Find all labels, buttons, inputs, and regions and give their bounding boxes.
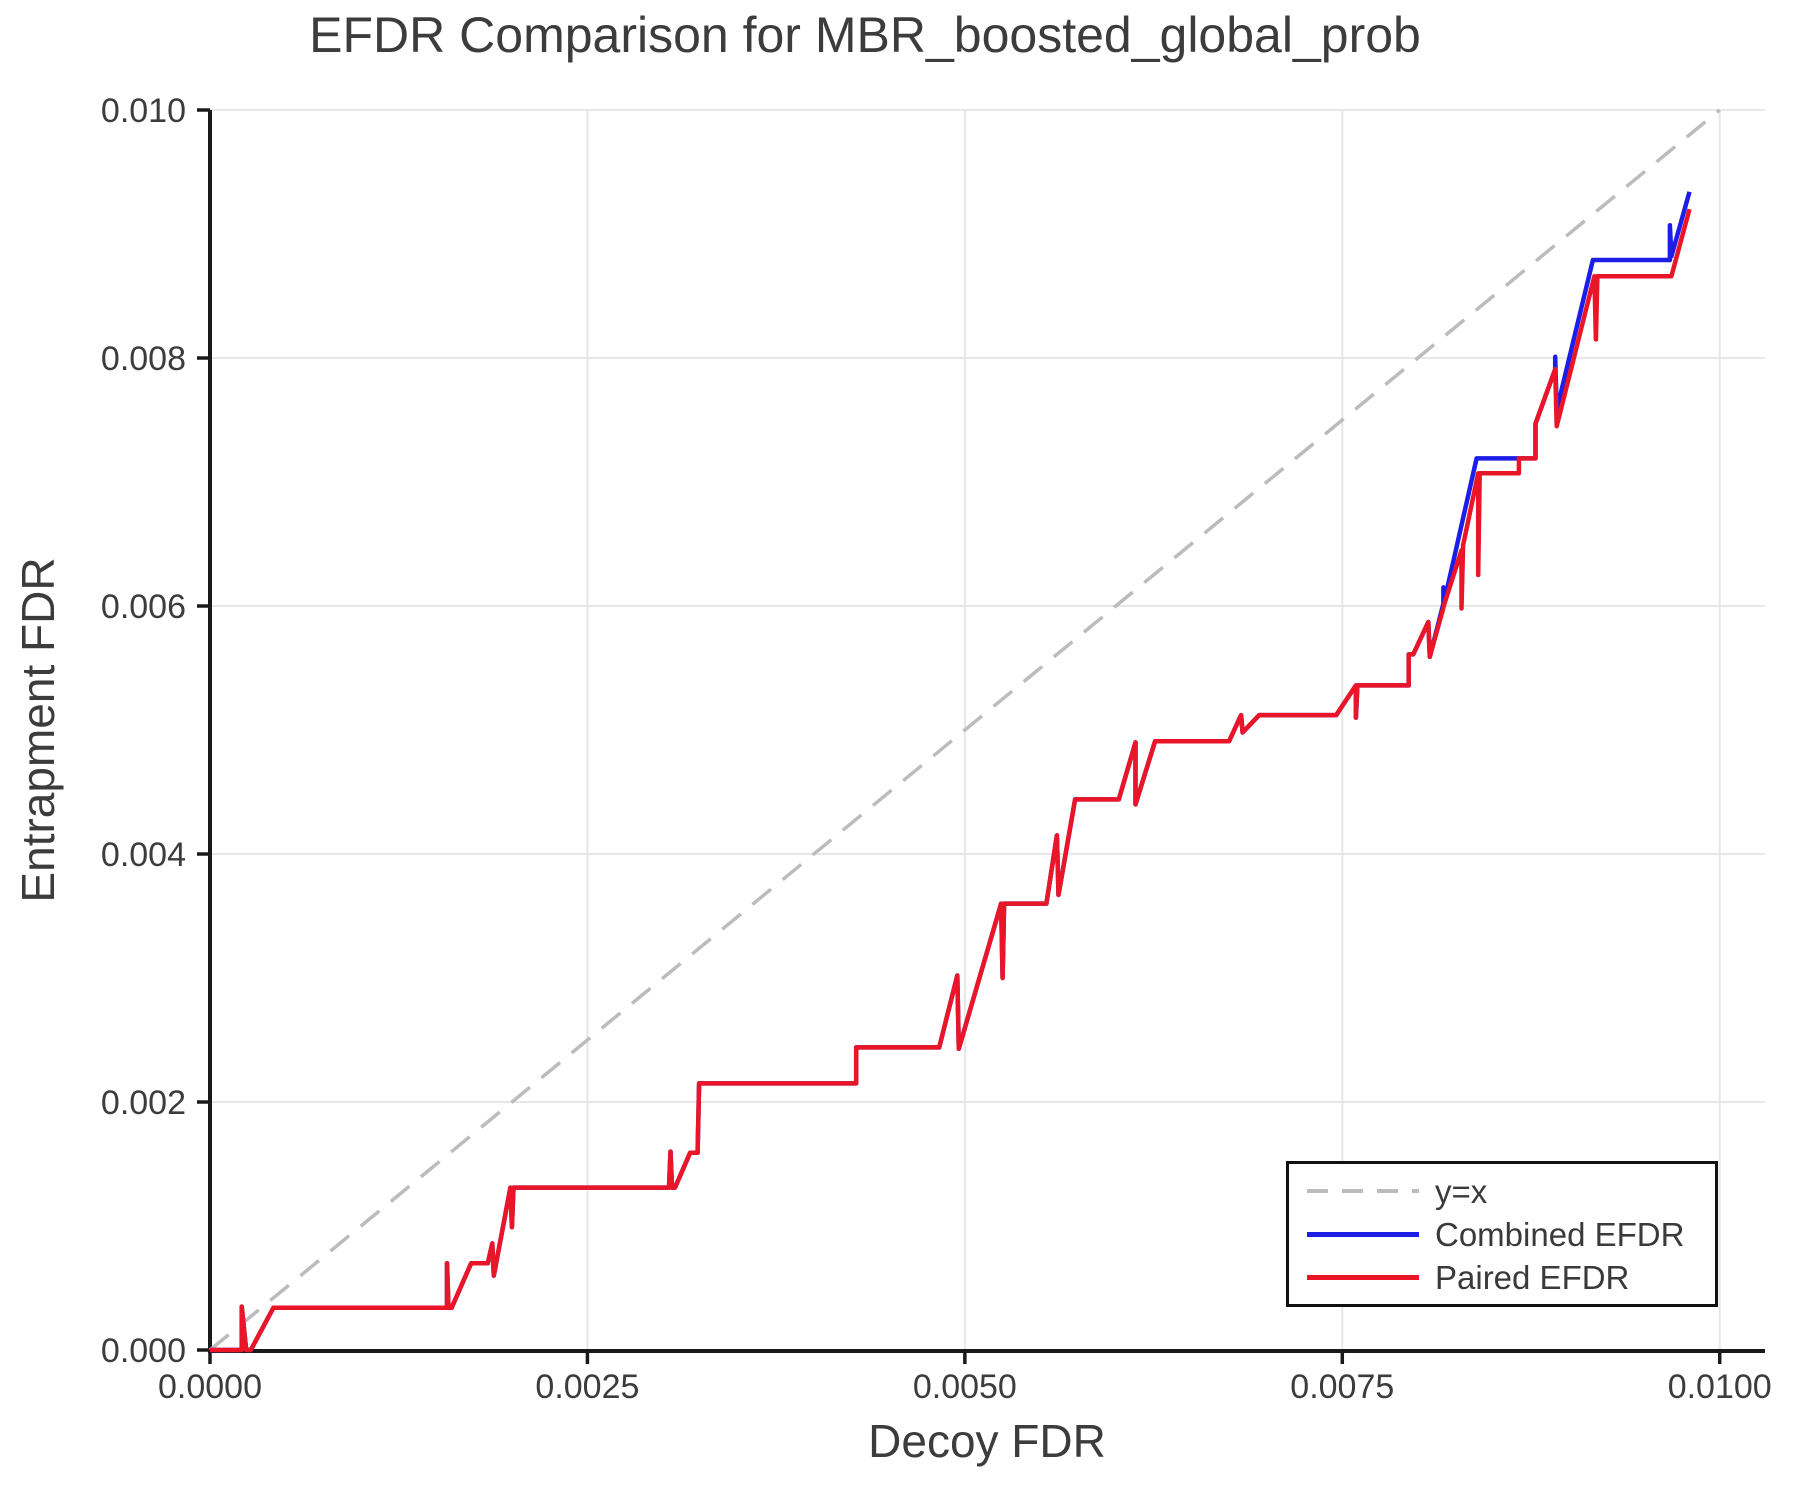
x-tick-label: 0.0000	[158, 1368, 262, 1406]
x-tick-label: 0.0075	[1290, 1368, 1394, 1406]
legend-label: Combined EFDR	[1435, 1215, 1685, 1253]
x-axis-label: Decoy FDR	[868, 1415, 1106, 1467]
paired-efdr-line	[210, 208, 1692, 1353]
legend-label: Paired EFDR	[1435, 1258, 1630, 1296]
chart-title: EFDR Comparison for MBR_boosted_global_p…	[309, 7, 1421, 63]
legend-entry-combined: Combined EFDR	[1307, 1217, 1715, 1251]
legend-box: y=x Combined EFDR Paired EFDR	[1286, 1161, 1718, 1307]
x-tick-label: 0.0100	[1668, 1368, 1772, 1406]
legend-label: y=x	[1435, 1172, 1488, 1210]
blue-line-sample	[1307, 1231, 1419, 1237]
legend-entry-paired: Paired EFDR	[1307, 1260, 1715, 1294]
legend-entry-identity: y=x	[1307, 1174, 1715, 1208]
y-tick-label: 0.002	[101, 1084, 186, 1122]
y-axis-label: Entrapment FDR	[12, 557, 64, 903]
y-tick-label: 0.004	[101, 836, 186, 874]
dashed-line-sample	[1307, 1189, 1419, 1193]
x-tick-label: 0.0025	[535, 1368, 639, 1406]
y-tick-label: 0.000	[101, 1332, 186, 1370]
y-tick-label: 0.006	[101, 588, 186, 626]
y-tick-label: 0.008	[101, 340, 186, 378]
x-tick-label: 0.0050	[913, 1368, 1017, 1406]
red-line-sample	[1307, 1274, 1419, 1280]
identity-line	[208, 108, 1721, 1352]
y-tick-label: 0.010	[101, 92, 186, 130]
